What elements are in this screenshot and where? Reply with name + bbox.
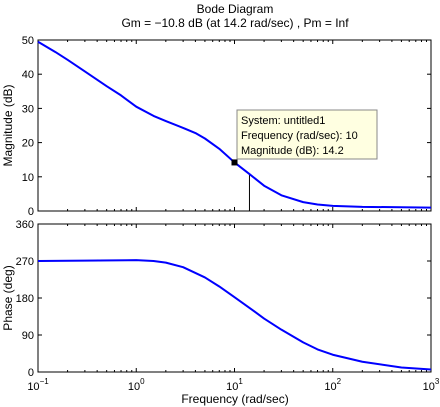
x-tick-exponent: −1	[40, 377, 50, 386]
x-tick-base: 10	[226, 381, 238, 393]
datatip-marker	[231, 159, 238, 166]
phase-y-tick-label: 360	[16, 219, 34, 231]
x-tick-label: 100	[128, 377, 145, 393]
mag-y-tick-label: 10	[22, 172, 34, 184]
x-tick-base: 10	[27, 381, 39, 393]
chart-title: Bode Diagram	[197, 2, 274, 16]
x-tick-label: 103	[423, 377, 440, 393]
datatip-system: System: untitled1	[241, 115, 325, 127]
x-tick-label: 10−1	[27, 377, 49, 393]
x-tick-exponent: 1	[238, 377, 243, 386]
mag-y-tick-label: 20	[22, 138, 34, 150]
x-tick-exponent: 0	[140, 377, 145, 386]
mag-y-tick-label: 0	[28, 206, 34, 218]
x-tick-exponent: 2	[337, 377, 342, 386]
phase-y-tick-label: 270	[16, 256, 34, 268]
mag-series-line	[37, 40, 432, 209]
chart-subtitle: Gm = −10.8 dB (at 14.2 rad/sec) , Pm = I…	[121, 16, 349, 30]
x-tick-exponent: 3	[435, 377, 440, 386]
phase-y-tick-label: 180	[16, 293, 34, 305]
magnitude-panel: 0 10 20 30 40 50 Magnitude (dB) System: untitle…	[1, 35, 432, 218]
x-tick-label: 102	[324, 377, 341, 393]
datatip-box	[236, 109, 378, 160]
mag-y-tick-label: 30	[22, 103, 34, 115]
mag-y-axis-label: Magnitude (dB)	[1, 84, 15, 166]
datatip-magnitude: Magnitude (dB): 14.2	[241, 145, 344, 157]
x-tick-base: 10	[423, 381, 435, 393]
phase-y-tick-label: 0	[28, 367, 34, 379]
mag-y-tick-label: 50	[22, 35, 34, 47]
phase-y-tick-label: 90	[22, 330, 34, 342]
x-tick-label: 101	[226, 377, 243, 393]
x-tick-base: 10	[128, 381, 140, 393]
mag-y-tick-label: 40	[22, 69, 34, 81]
phase-y-axis-label: Phase (deg)	[1, 265, 15, 330]
phase-series-line	[37, 259, 432, 371]
datatip-frequency: Frequency (rad/sec): 10	[241, 130, 358, 142]
x-tick-base: 10	[324, 381, 336, 393]
x-axis-label: Frequency (rad/sec)	[181, 392, 288, 406]
